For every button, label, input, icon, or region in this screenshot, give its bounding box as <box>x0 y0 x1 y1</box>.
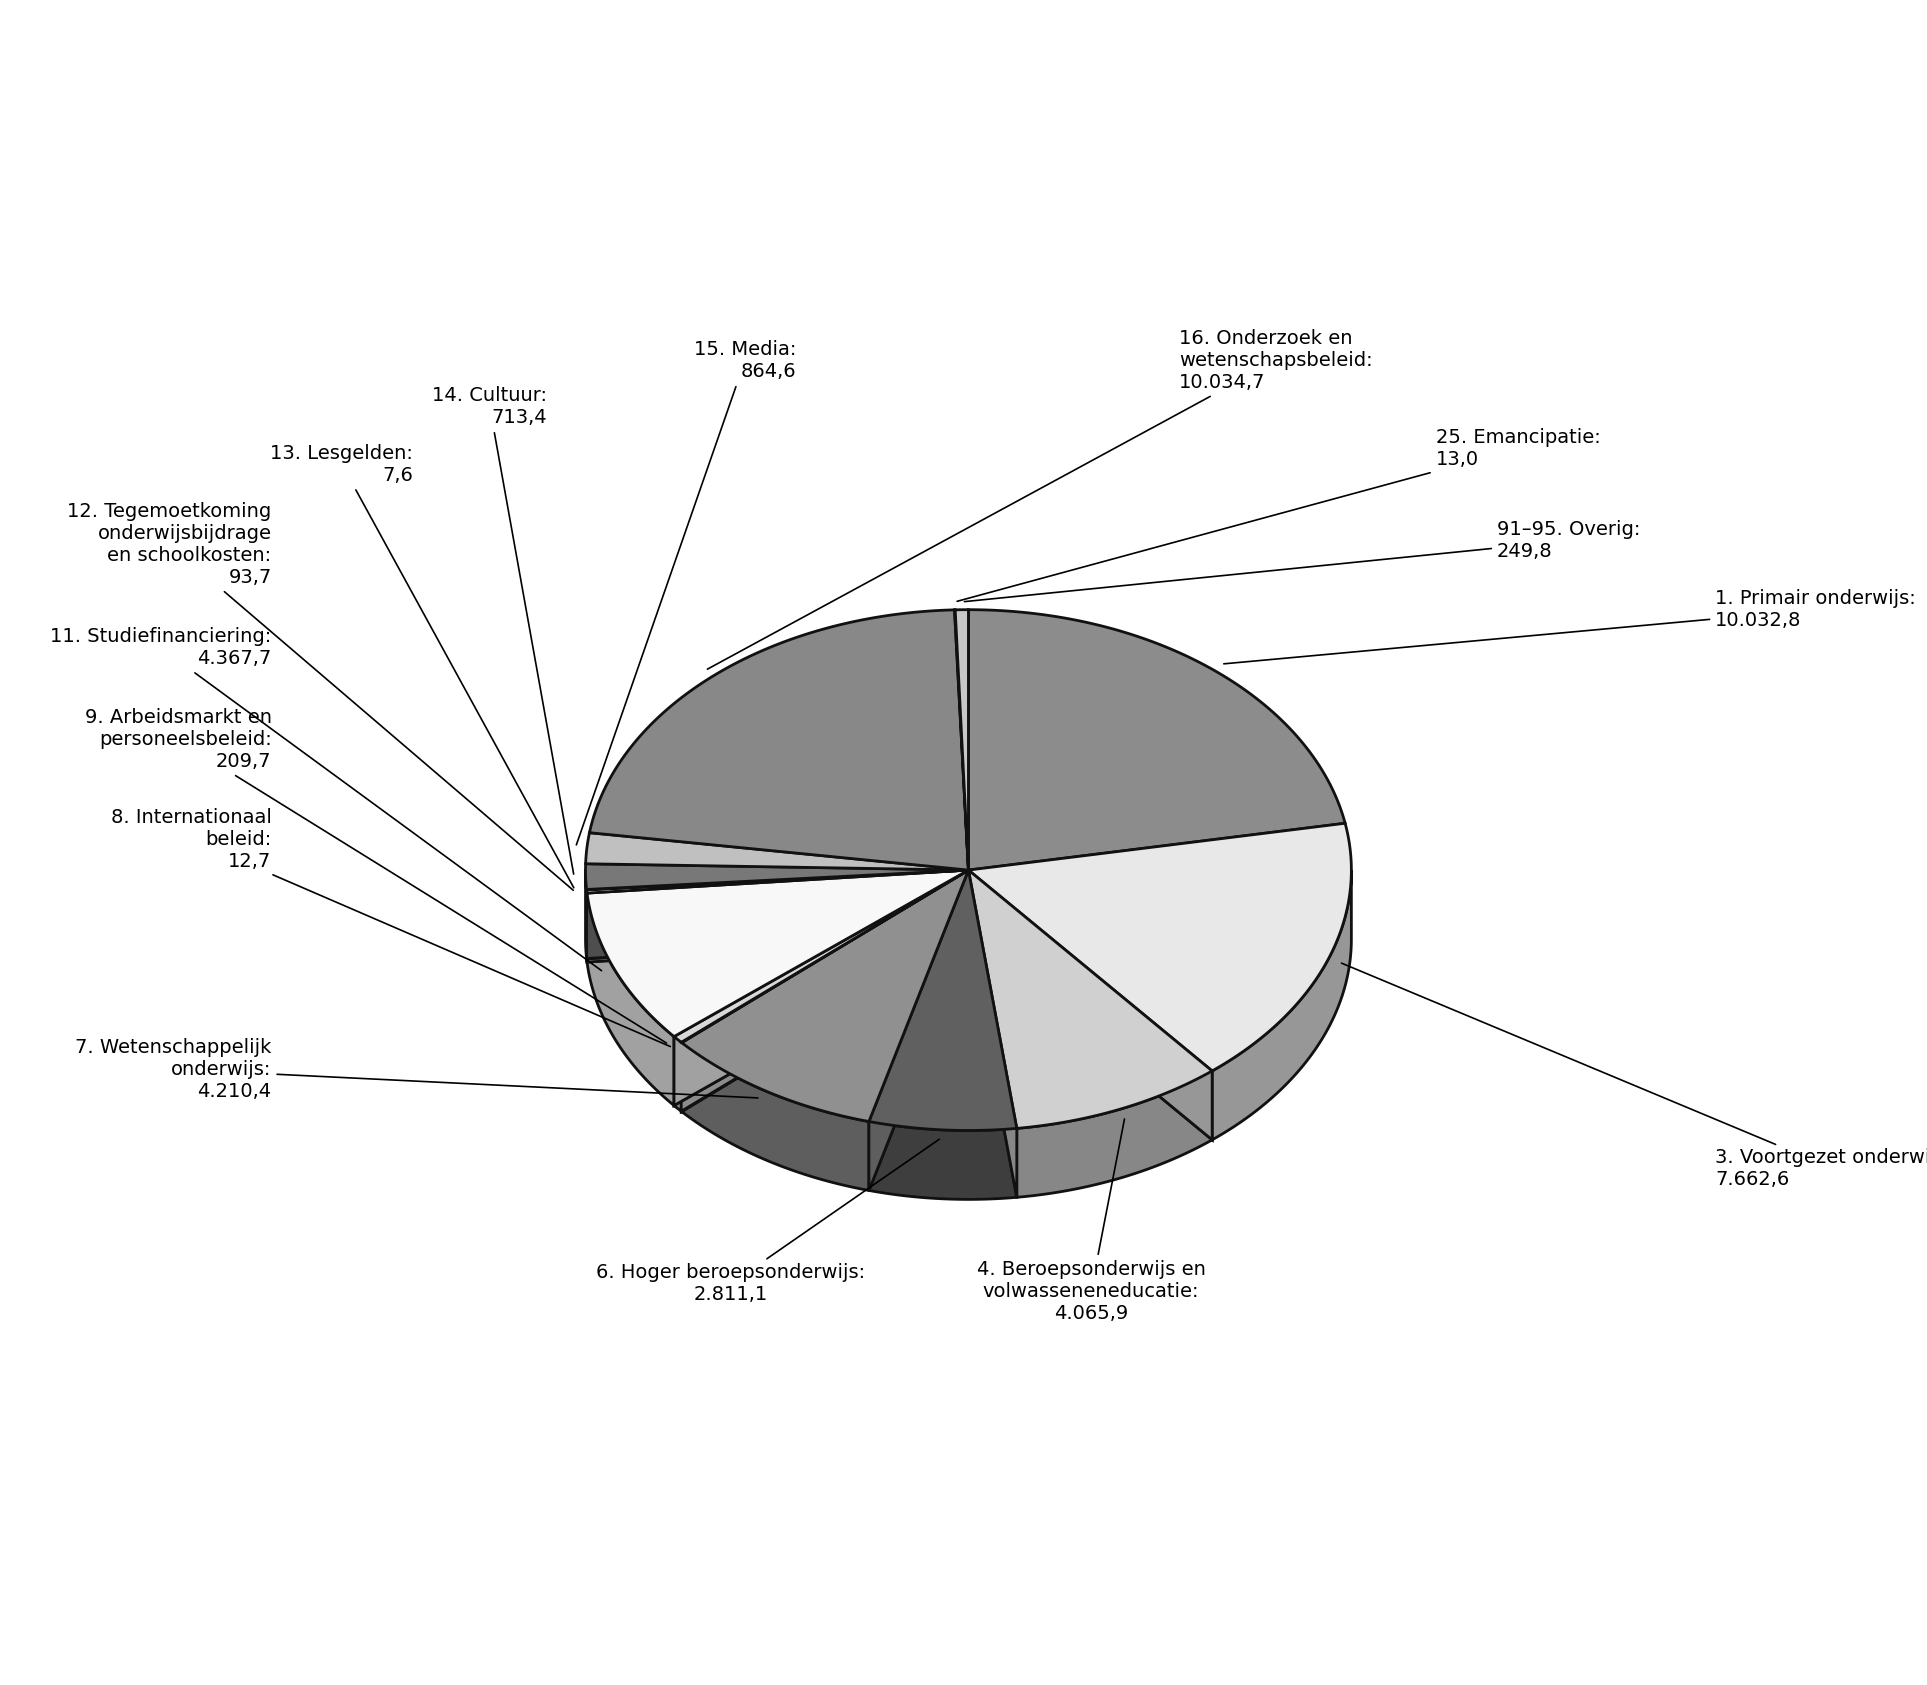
Polygon shape <box>586 869 969 890</box>
Polygon shape <box>682 869 969 1112</box>
Text: 25. Emancipatie:
13,0: 25. Emancipatie: 13,0 <box>958 428 1599 602</box>
Text: 6. Hoger beroepsonderwijs:
2.811,1: 6. Hoger beroepsonderwijs: 2.811,1 <box>597 1139 938 1304</box>
Polygon shape <box>588 893 674 1105</box>
Text: 16. Onderzoek en
wetenschapsbeleid:
10.034,7: 16. Onderzoek en wetenschapsbeleid: 10.0… <box>707 329 1372 669</box>
Polygon shape <box>869 869 1017 1131</box>
Polygon shape <box>682 869 969 1112</box>
Polygon shape <box>586 864 969 890</box>
Polygon shape <box>969 869 1212 1129</box>
Polygon shape <box>969 869 1212 1139</box>
Polygon shape <box>586 832 969 869</box>
Polygon shape <box>586 869 969 959</box>
Polygon shape <box>969 610 1345 869</box>
Polygon shape <box>869 869 969 1190</box>
Polygon shape <box>674 869 969 1105</box>
Polygon shape <box>682 869 969 1110</box>
Polygon shape <box>586 869 969 959</box>
Polygon shape <box>588 869 969 1036</box>
Text: 8. Internationaal
beleid:
12,7: 8. Internationaal beleid: 12,7 <box>110 807 671 1046</box>
Polygon shape <box>969 824 1351 1072</box>
Polygon shape <box>682 869 969 1043</box>
Polygon shape <box>588 869 969 962</box>
Text: 12. Tegemoetkoming
onderwijsbijdrage
en schoolkosten:
93,7: 12. Tegemoetkoming onderwijsbijdrage en … <box>67 502 572 890</box>
Text: 91–95. Overig:
249,8: 91–95. Overig: 249,8 <box>964 521 1640 602</box>
Polygon shape <box>586 869 969 959</box>
Polygon shape <box>586 869 969 959</box>
Polygon shape <box>969 869 1017 1198</box>
Polygon shape <box>682 869 969 1110</box>
Polygon shape <box>590 610 969 869</box>
Polygon shape <box>586 869 969 893</box>
Polygon shape <box>588 869 969 962</box>
Polygon shape <box>869 869 969 1190</box>
Text: 7. Wetenschappelijk
onderwijs:
4.210,4: 7. Wetenschappelijk onderwijs: 4.210,4 <box>75 1038 757 1100</box>
Polygon shape <box>869 1122 1017 1200</box>
Text: 9. Arbeidsmarkt en
personeelsbeleid:
209,7: 9. Arbeidsmarkt en personeelsbeleid: 209… <box>85 708 667 1043</box>
Polygon shape <box>956 610 969 869</box>
Text: 1. Primair onderwijs:
10.032,8: 1. Primair onderwijs: 10.032,8 <box>1224 590 1915 664</box>
Text: 15. Media:
864,6: 15. Media: 864,6 <box>576 340 796 844</box>
Polygon shape <box>954 610 969 869</box>
Text: 13. Lesgelden:
7,6: 13. Lesgelden: 7,6 <box>270 443 574 888</box>
Polygon shape <box>1212 869 1351 1139</box>
Polygon shape <box>682 1043 869 1190</box>
Polygon shape <box>1017 1072 1212 1198</box>
Polygon shape <box>674 869 969 1105</box>
Polygon shape <box>969 869 1212 1139</box>
Text: 11. Studiefinanciering:
4.367,7: 11. Studiefinanciering: 4.367,7 <box>50 627 601 971</box>
Polygon shape <box>969 869 1017 1198</box>
Polygon shape <box>682 869 969 1122</box>
Text: 4. Beroepsonderwijs en
volwasseneneducatie:
4.065,9: 4. Beroepsonderwijs en volwasseneneducat… <box>977 1119 1206 1323</box>
Text: 14. Cultuur:
713,4: 14. Cultuur: 713,4 <box>432 386 574 875</box>
Polygon shape <box>674 1036 682 1110</box>
Polygon shape <box>674 869 969 1043</box>
Text: 3. Voortgezet onderwijs:
7.662,6: 3. Voortgezet onderwijs: 7.662,6 <box>1341 964 1927 1190</box>
